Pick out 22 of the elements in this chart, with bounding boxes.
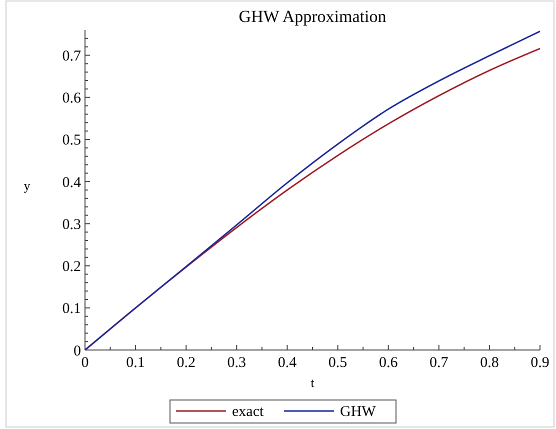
x-axis-title: t [310, 375, 315, 390]
x-tick-label: 0.6 [378, 355, 398, 371]
y-tick-label: 0.5 [62, 132, 81, 149]
legend-label: exact [232, 404, 264, 420]
x-tick-label: 0.3 [227, 355, 246, 371]
x-tick-label: 0.4 [278, 355, 298, 371]
y-tick-label: 0.4 [62, 174, 82, 191]
y-tick-label: 0.6 [62, 90, 82, 107]
x-tick-label: 0.1 [126, 355, 145, 371]
y-tick-label: 0.2 [62, 259, 81, 276]
y-tick-label: 0 [74, 343, 81, 360]
chart-title: GHW Approximation [238, 7, 387, 26]
y-axis-title: y [24, 178, 31, 193]
x-tick-label: 0.9 [530, 355, 550, 371]
x-tick-label: 0.5 [328, 355, 348, 371]
y-tick-label: 0.7 [62, 48, 82, 65]
x-tick-label: 0.7 [430, 355, 449, 371]
y-tick-label: 0.3 [62, 216, 81, 233]
x-tick-label: 0.2 [176, 355, 196, 371]
y-tick-label: 0.1 [62, 301, 81, 318]
x-tick-label: 0.8 [480, 355, 499, 371]
legend-label: GHW [340, 404, 377, 420]
